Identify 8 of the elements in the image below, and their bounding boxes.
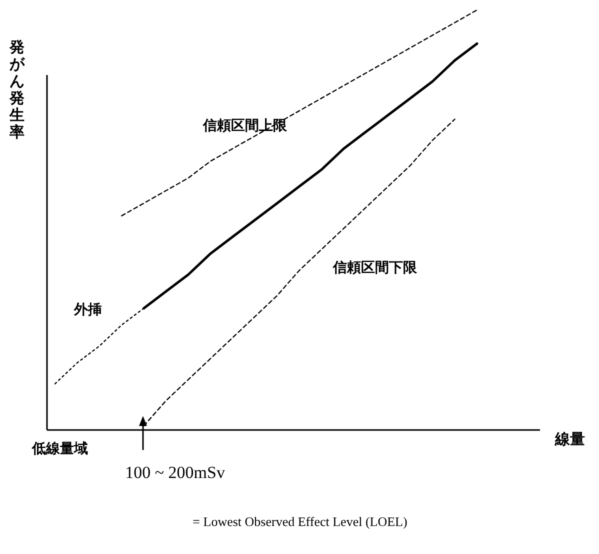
series-label: 信頼区間上限 — [202, 118, 288, 134]
text: 低線量域 — [31, 441, 88, 457]
x-axis-title: 線量 — [554, 430, 585, 448]
text: = Lowest Observed Effect Level (LOEL) — [192, 514, 408, 529]
text: 100 ~ 200mSv — [125, 463, 226, 482]
series-label: 外挿 — [73, 302, 102, 318]
series-label: 信頼区間下限 — [332, 260, 418, 276]
y-axis-title: 発がん発生率 — [8, 38, 26, 141]
